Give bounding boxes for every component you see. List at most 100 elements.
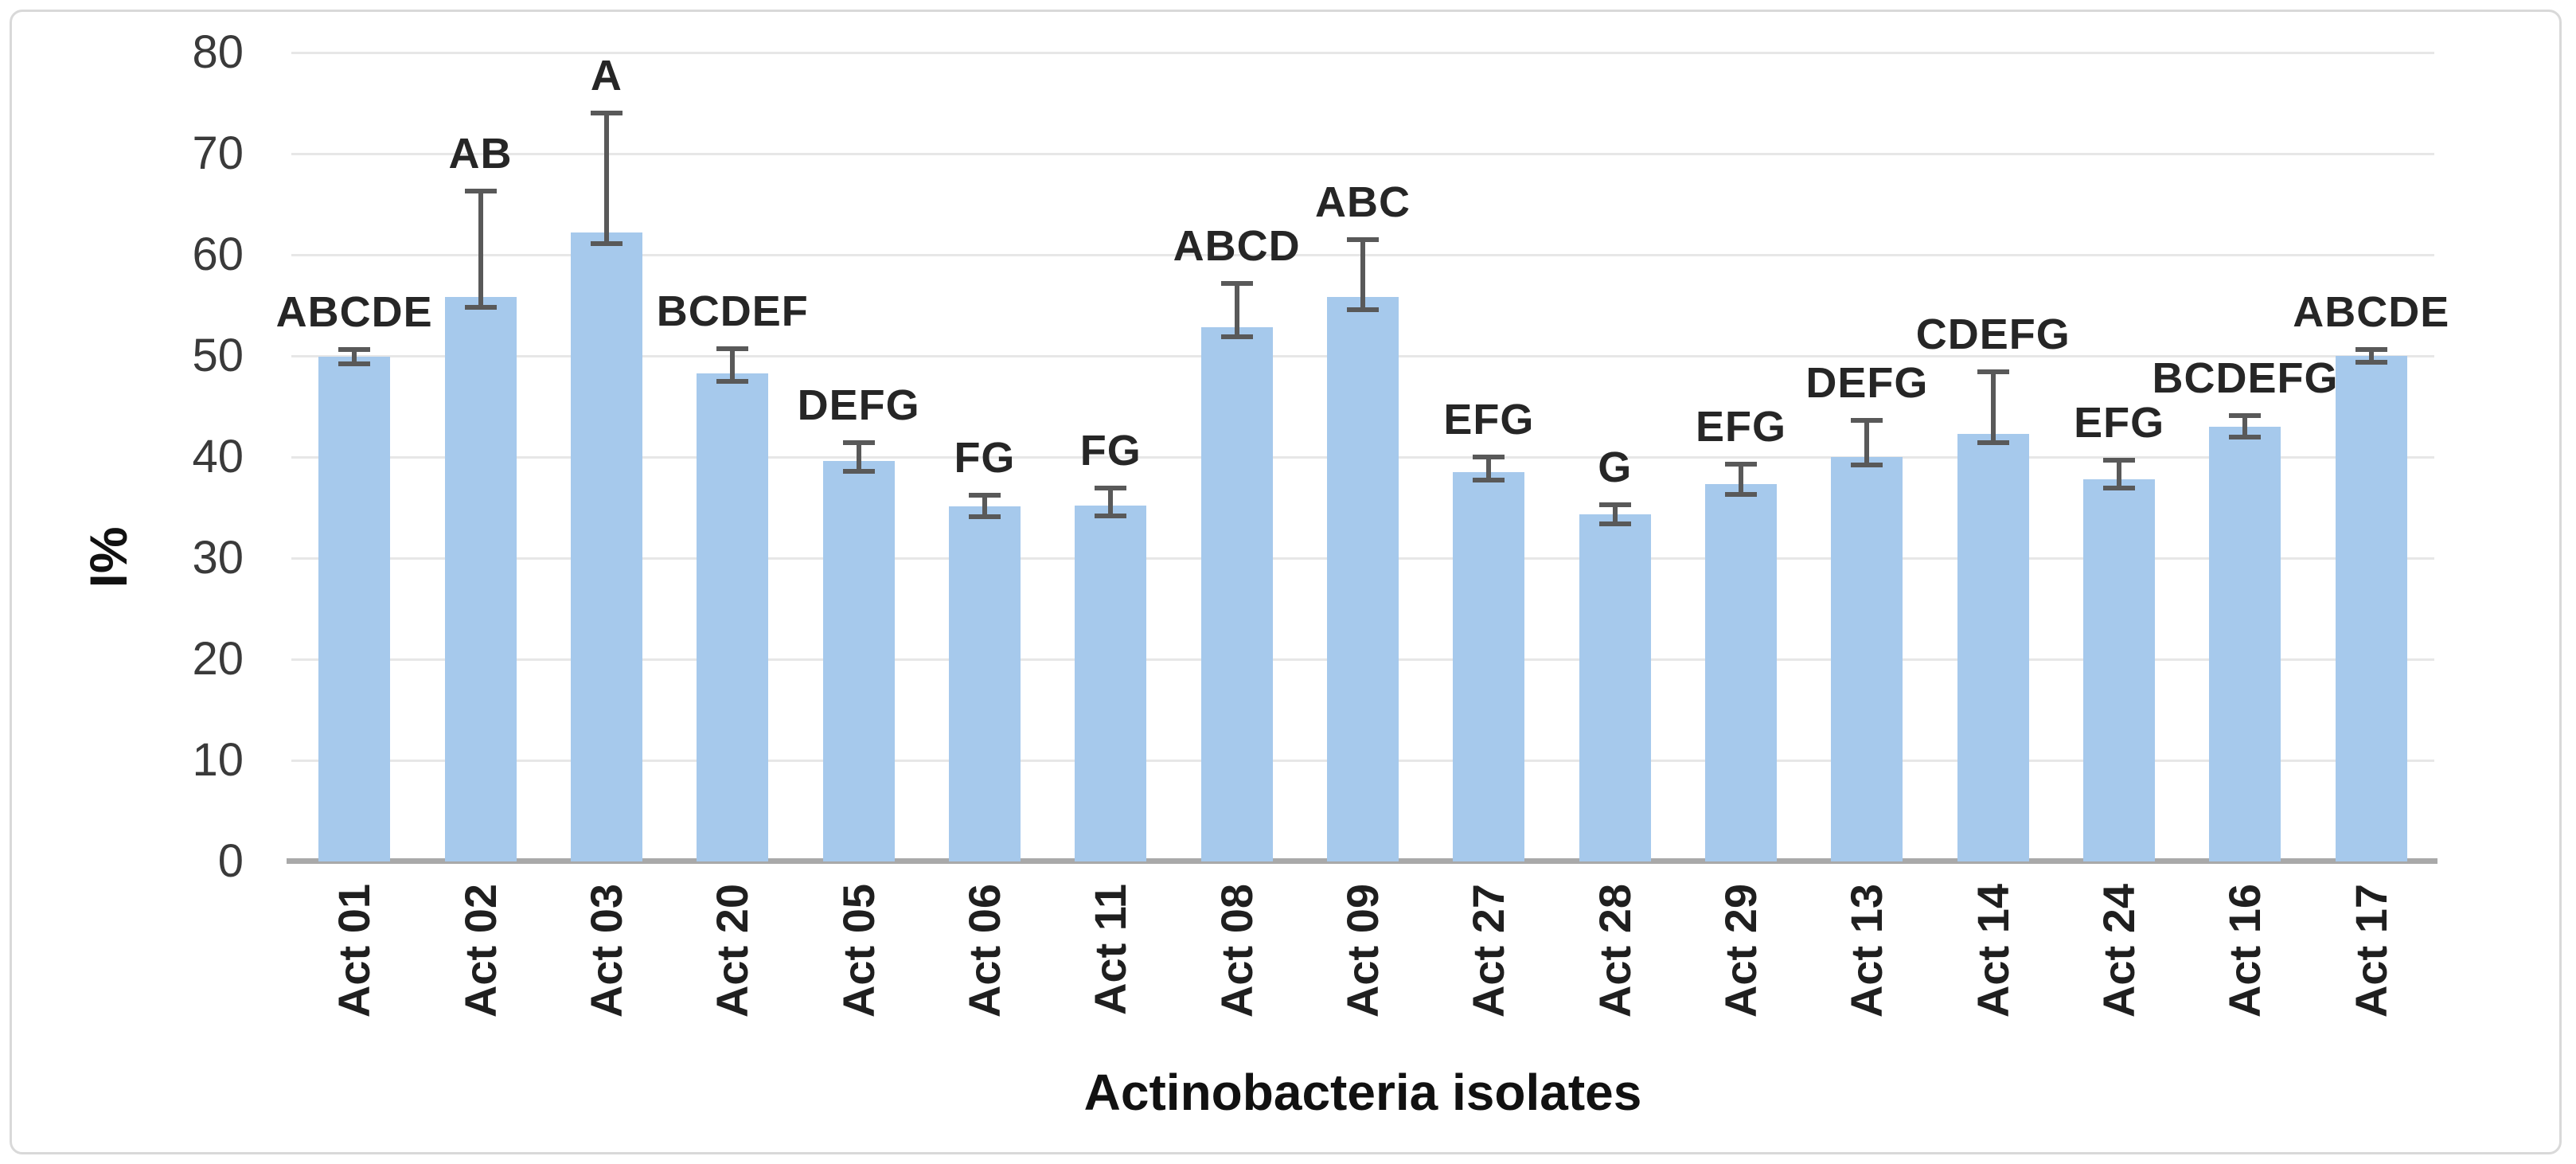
y-tick-label-20: 20	[192, 633, 244, 685]
x-tick-label-act-06: Act 06	[958, 884, 1009, 1018]
x-tick-label-act-05: Act 05	[833, 884, 884, 1018]
bar-act-20	[697, 373, 769, 861]
error-bar-act-06	[982, 495, 987, 517]
error-bar-act-16	[2242, 415, 2248, 437]
bar-act-09	[1327, 297, 1399, 861]
error-bar-bottom-cap-act-01	[338, 361, 371, 367]
error-bar-top-cap-act-24	[2103, 457, 2136, 463]
bar-act-24	[2083, 478, 2156, 861]
error-bar-bottom-cap-act-02	[464, 305, 497, 311]
error-bar-top-cap-act-28	[1598, 502, 1631, 507]
error-bar-bottom-cap-act-05	[842, 468, 875, 474]
x-tick-label-act-01: Act 01	[329, 884, 380, 1018]
x-axis-title: Actinobacteria isolates	[1083, 1064, 1642, 1121]
error-bar-top-cap-act-01	[338, 347, 371, 353]
significance-label-act-05: DEFG	[797, 381, 920, 430]
error-bar-top-cap-act-02	[464, 188, 497, 193]
bar-act-02	[444, 297, 517, 861]
bar-act-08	[1200, 327, 1273, 861]
error-bar-top-cap-act-11	[1095, 486, 1127, 491]
significance-label-act-17: ABCDE	[2293, 288, 2450, 337]
error-bar-bottom-cap-act-27	[1473, 478, 1505, 483]
x-tick-label-act-16: Act 16	[2219, 884, 2270, 1018]
error-bar-act-02	[478, 190, 483, 308]
bar-act-16	[2209, 426, 2281, 861]
error-bar-bottom-cap-act-28	[1598, 521, 1631, 526]
x-tick-label-act-02: Act 02	[455, 884, 505, 1018]
bar-act-06	[948, 506, 1021, 861]
bar-act-14	[1957, 433, 2029, 861]
error-bar-bottom-cap-act-17	[2355, 359, 2387, 365]
error-bar-act-03	[603, 113, 609, 244]
error-bar-bottom-cap-act-29	[1725, 491, 1758, 497]
error-bar-bottom-cap-act-06	[968, 514, 1001, 519]
y-tick-label-30: 30	[192, 532, 244, 584]
error-bar-top-cap-act-06	[968, 493, 1001, 498]
error-bar-top-cap-act-29	[1725, 461, 1758, 467]
error-bar-act-17	[2368, 350, 2374, 362]
error-bar-bottom-cap-act-24	[2103, 486, 2136, 491]
error-bar-act-08	[1234, 283, 1239, 337]
bar-act-27	[1453, 472, 1525, 861]
error-bar-act-05	[856, 443, 861, 471]
x-tick-label-act-03: Act 03	[580, 884, 631, 1018]
error-bar-top-cap-act-08	[1220, 280, 1253, 286]
error-bar-top-cap-act-13	[1851, 418, 1883, 424]
error-bar-act-13	[1864, 420, 1870, 466]
gridline-70	[291, 153, 2434, 155]
significance-label-act-20: BCDEF	[656, 287, 809, 336]
error-bar-act-11	[1108, 488, 1114, 516]
error-bar-bottom-cap-act-16	[2229, 434, 2262, 439]
bar-act-01	[318, 357, 391, 861]
error-bar-bottom-cap-act-03	[590, 241, 623, 247]
y-axis-title: I%	[79, 526, 138, 588]
significance-label-act-16: BCDEFG	[2152, 353, 2339, 402]
x-tick-label-act-28: Act 28	[1589, 884, 1640, 1018]
error-bar-bottom-cap-act-14	[1977, 440, 2009, 446]
x-tick-label-act-24: Act 24	[2094, 884, 2145, 1018]
y-tick-label-10: 10	[192, 734, 244, 786]
y-tick-label-70: 70	[192, 127, 244, 179]
error-bar-act-14	[1990, 372, 1996, 443]
x-tick-label-act-11: Act 11	[1085, 884, 1136, 1015]
error-bar-act-28	[1612, 504, 1618, 524]
error-bar-bottom-cap-act-08	[1220, 334, 1253, 339]
bar-act-17	[2335, 356, 2407, 861]
significance-label-act-01: ABCDE	[275, 288, 433, 337]
bar-act-29	[1705, 484, 1778, 861]
error-bar-act-20	[730, 349, 736, 381]
x-tick-label-act-27: Act 27	[1463, 884, 1514, 1018]
bar-act-05	[822, 461, 895, 861]
y-tick-label-60: 60	[192, 229, 244, 280]
x-tick-label-act-29: Act 29	[1715, 884, 1766, 1018]
y-tick-label-0: 0	[217, 835, 244, 887]
error-bar-act-09	[1360, 239, 1365, 310]
error-bar-top-cap-act-14	[1977, 369, 2009, 375]
x-tick-label-act-13: Act 13	[1841, 884, 1892, 1018]
error-bar-top-cap-act-20	[716, 346, 749, 352]
error-bar-bottom-cap-act-11	[1095, 513, 1127, 518]
error-bar-act-29	[1739, 463, 1744, 494]
error-bar-bottom-cap-act-20	[716, 378, 749, 384]
chart-area-border	[10, 10, 2562, 1154]
significance-label-act-09: ABC	[1315, 178, 1411, 226]
bar-act-13	[1831, 457, 1903, 861]
significance-label-act-11: FG	[1079, 427, 1142, 475]
error-bar-act-27	[1486, 457, 1492, 481]
bar-act-28	[1579, 514, 1651, 861]
significance-label-act-02: AB	[448, 129, 513, 178]
error-bar-top-cap-act-27	[1473, 455, 1505, 459]
gridline-80	[291, 52, 2434, 54]
y-tick-label-50: 50	[192, 330, 244, 381]
significance-label-act-27: EFG	[1443, 396, 1535, 443]
significance-label-act-08: ABCD	[1173, 221, 1301, 270]
x-tick-label-act-17: Act 17	[2345, 884, 2396, 1018]
x-tick-label-act-09: Act 09	[1337, 884, 1388, 1018]
y-tick-label-40: 40	[192, 431, 244, 482]
error-bar-bottom-cap-act-13	[1851, 463, 1883, 468]
error-bar-bottom-cap-act-09	[1347, 307, 1379, 312]
error-bar-act-24	[2117, 459, 2122, 489]
significance-label-act-14: CDEFG	[1915, 311, 2071, 359]
significance-label-act-03: A	[590, 52, 623, 100]
